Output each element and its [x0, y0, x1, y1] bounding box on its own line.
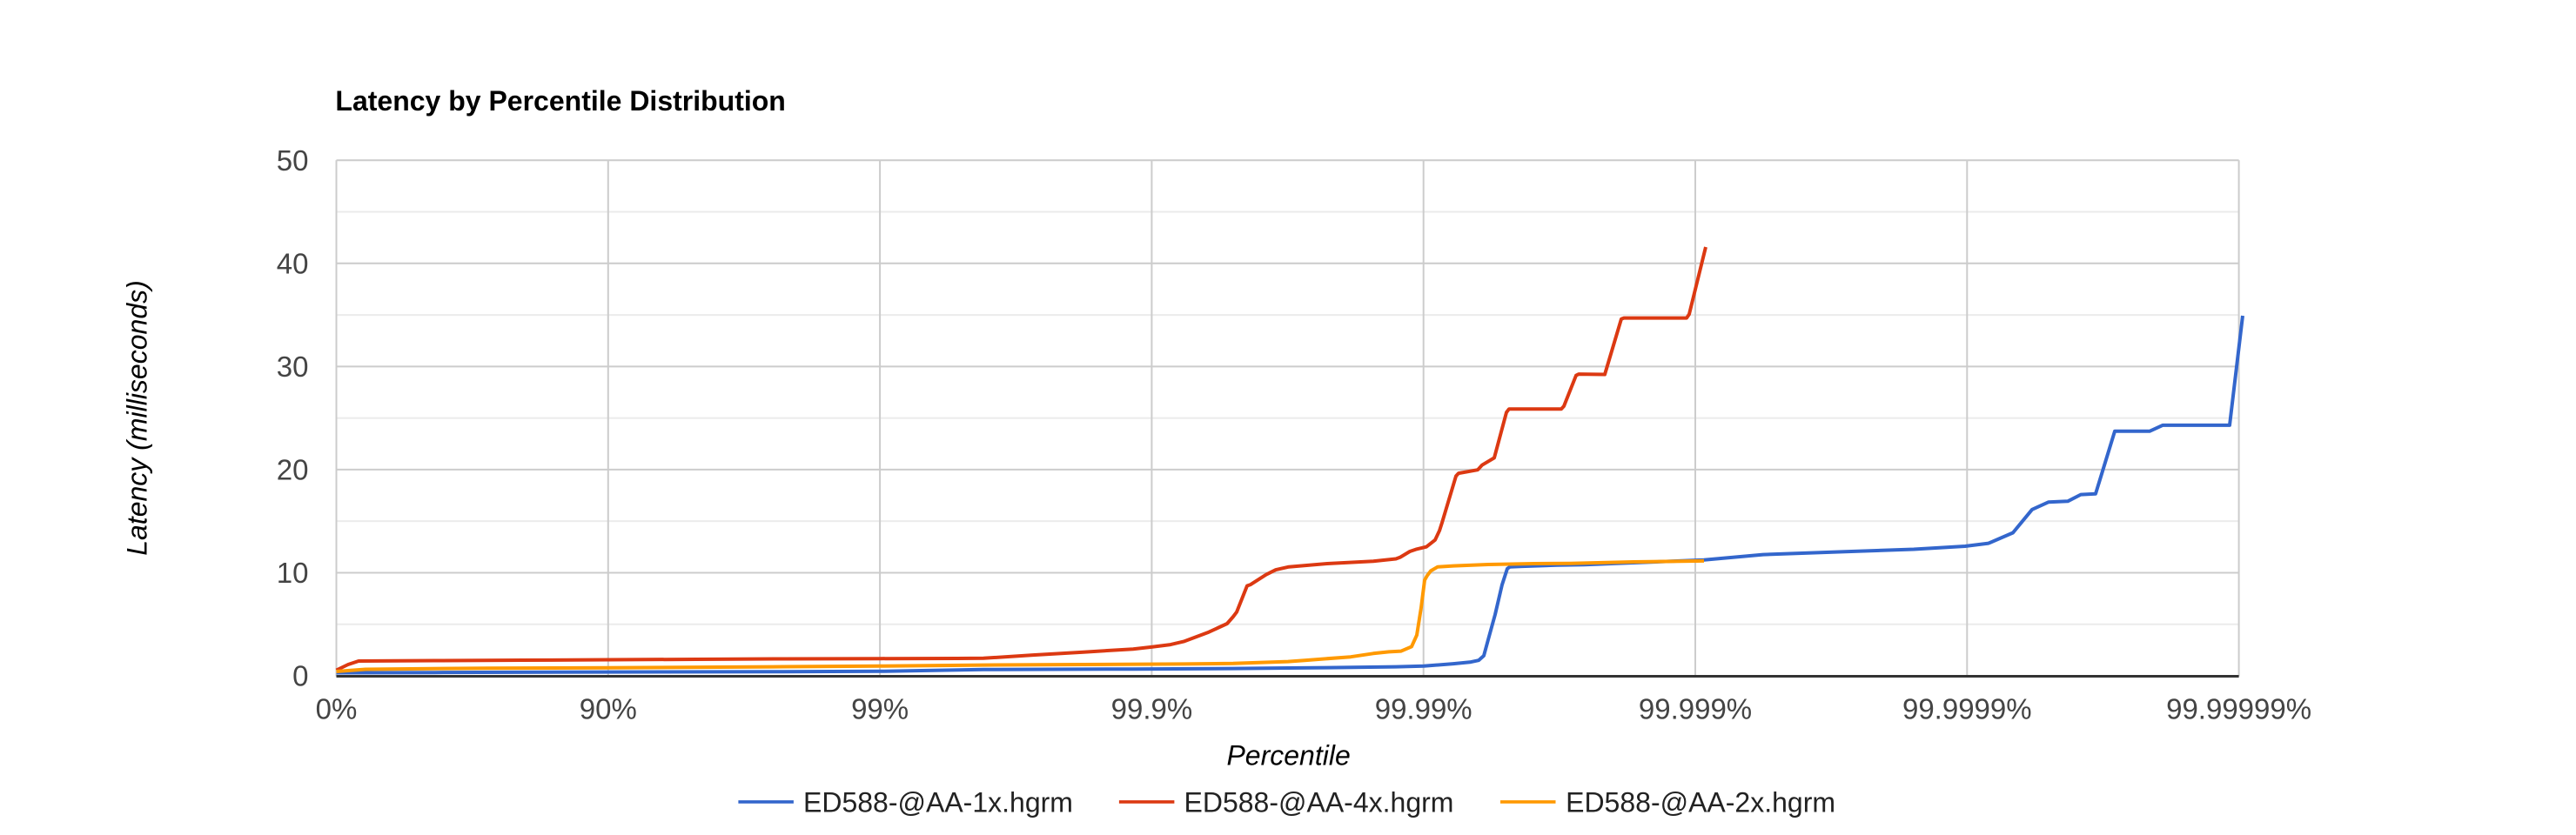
- svg-text:10: 10: [277, 557, 309, 589]
- svg-text:50: 50: [277, 144, 309, 177]
- svg-text:Percentile: Percentile: [1226, 740, 1350, 772]
- svg-text:30: 30: [277, 351, 309, 383]
- svg-text:20: 20: [277, 453, 309, 485]
- svg-text:0: 0: [292, 660, 308, 692]
- svg-text:Latency (milliseconds): Latency (milliseconds): [122, 280, 153, 556]
- svg-text:99.99999%: 99.99999%: [2166, 692, 2311, 725]
- svg-text:Latency by Percentile Distribu: Latency by Percentile Distribution: [335, 85, 785, 117]
- svg-text:ED588-@AA-1x.hgrm: ED588-@AA-1x.hgrm: [803, 787, 1073, 818]
- svg-text:99.999%: 99.999%: [1639, 692, 1752, 725]
- svg-text:ED588-@AA-4x.hgrm: ED588-@AA-4x.hgrm: [1184, 787, 1454, 818]
- svg-text:0%: 0%: [316, 692, 358, 725]
- svg-text:99.9999%: 99.9999%: [1902, 692, 2032, 725]
- svg-text:40: 40: [277, 247, 309, 279]
- svg-text:99.9%: 99.9%: [1111, 692, 1193, 725]
- svg-text:99%: 99%: [851, 692, 909, 725]
- svg-text:ED588-@AA-2x.hgrm: ED588-@AA-2x.hgrm: [1566, 787, 1835, 818]
- svg-text:90%: 90%: [580, 692, 637, 725]
- svg-text:99.99%: 99.99%: [1375, 692, 1472, 725]
